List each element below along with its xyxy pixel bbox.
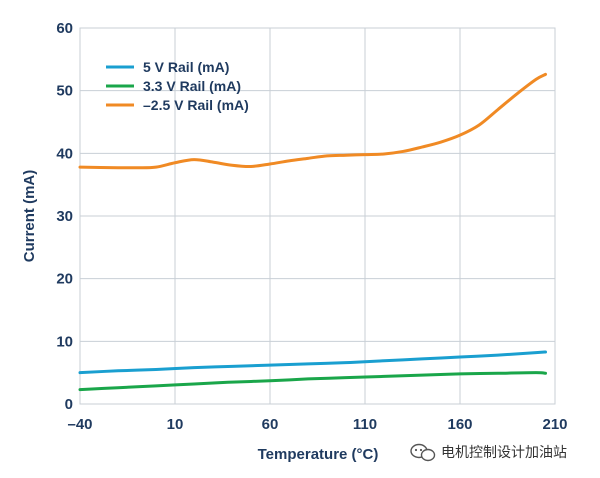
- series-layer: [78, 72, 547, 392]
- x-tick-label: 60: [262, 416, 279, 433]
- axis-layer: –40 10 60 110 160 210 0 10 20 30 40 50 60: [56, 20, 567, 433]
- x-axis-title: Temperature (°C): [258, 446, 379, 463]
- legend-label-3: –2.5 V Rail (mA): [143, 97, 249, 113]
- y-tick-label: 20: [56, 271, 73, 288]
- legend: 5 V Rail (mA) 3.3 V Rail (mA) –2.5 V Rail …: [106, 59, 249, 113]
- x-tick-label: 110: [353, 416, 377, 433]
- legend-label-1: 5 V Rail (mA): [143, 59, 229, 75]
- x-tick-label: 160: [447, 416, 472, 433]
- x-tick-label: 210: [542, 416, 567, 433]
- y-tick-label: 0: [65, 396, 73, 413]
- x-tick-label: 10: [167, 416, 184, 433]
- y-axis-title: Current (mA): [21, 170, 38, 263]
- series-line-2: [78, 371, 547, 392]
- legend-label-2: 3.3 V Rail (mA): [143, 78, 241, 94]
- watermark-text: 电机控制设计加油站: [441, 445, 567, 461]
- wechat-icon: [410, 443, 436, 462]
- y-tick-label: 30: [56, 208, 73, 225]
- series-line-3: [78, 72, 547, 170]
- y-tick-label: 10: [56, 333, 73, 350]
- y-tick-label: 50: [56, 83, 73, 100]
- y-tick-label: 60: [56, 20, 73, 37]
- series-line-1: [78, 350, 547, 375]
- x-tick-label: –40: [67, 416, 92, 433]
- watermark: 电机控制设计加油站: [410, 443, 567, 462]
- grid-layer: [79, 27, 556, 405]
- y-tick-label: 40: [56, 145, 73, 162]
